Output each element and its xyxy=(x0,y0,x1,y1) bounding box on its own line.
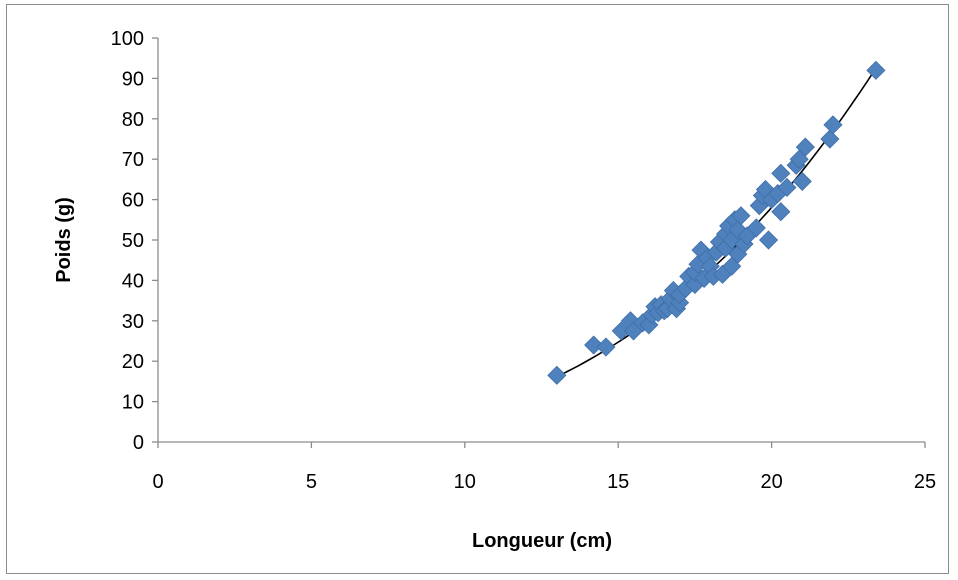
data-point xyxy=(771,163,791,183)
x-tick-label: 5 xyxy=(306,471,317,493)
y-tick-label: 0 xyxy=(133,432,144,454)
x-tick-label: 25 xyxy=(914,471,936,493)
y-tick-label: 80 xyxy=(122,109,144,131)
data-point xyxy=(746,218,766,238)
y-tick-label: 50 xyxy=(122,230,144,252)
data-point xyxy=(596,337,616,357)
data-point xyxy=(823,115,843,135)
y-tick-label: 10 xyxy=(122,392,144,414)
axes-layer: 0 10 20 30 40 50 60 70 80 90 100 0 5 10 15 20 25 xyxy=(111,28,937,493)
data-point xyxy=(547,365,567,385)
data-point xyxy=(795,137,815,157)
data-point xyxy=(758,230,779,250)
data-point xyxy=(777,177,797,198)
y-tick-label: 30 xyxy=(122,311,144,333)
y-tick-label: 100 xyxy=(111,28,144,50)
x-tick-label: 20 xyxy=(760,471,782,493)
y-axis-title: Poids (g) xyxy=(53,197,75,283)
data-point xyxy=(584,335,604,355)
chart-frame xyxy=(6,4,949,574)
data-point xyxy=(820,129,840,149)
x-axis-title: Longueur (cm) xyxy=(472,530,612,552)
trendline-layer xyxy=(556,67,877,378)
y-tick-label: 70 xyxy=(122,149,144,171)
y-tick-label: 60 xyxy=(122,190,144,212)
y-tick-label: 20 xyxy=(122,351,144,373)
data-point xyxy=(771,202,791,222)
y-tick-label: 40 xyxy=(122,270,144,292)
y-tick-label: 90 xyxy=(122,68,144,90)
x-tick-label: 10 xyxy=(454,471,476,493)
points-layer xyxy=(547,60,886,385)
x-tick-label: 0 xyxy=(152,471,163,493)
trendline xyxy=(556,67,877,378)
data-point xyxy=(792,171,812,191)
data-point xyxy=(866,60,886,80)
data-point xyxy=(731,206,751,226)
x-tick-label: 15 xyxy=(607,471,629,493)
